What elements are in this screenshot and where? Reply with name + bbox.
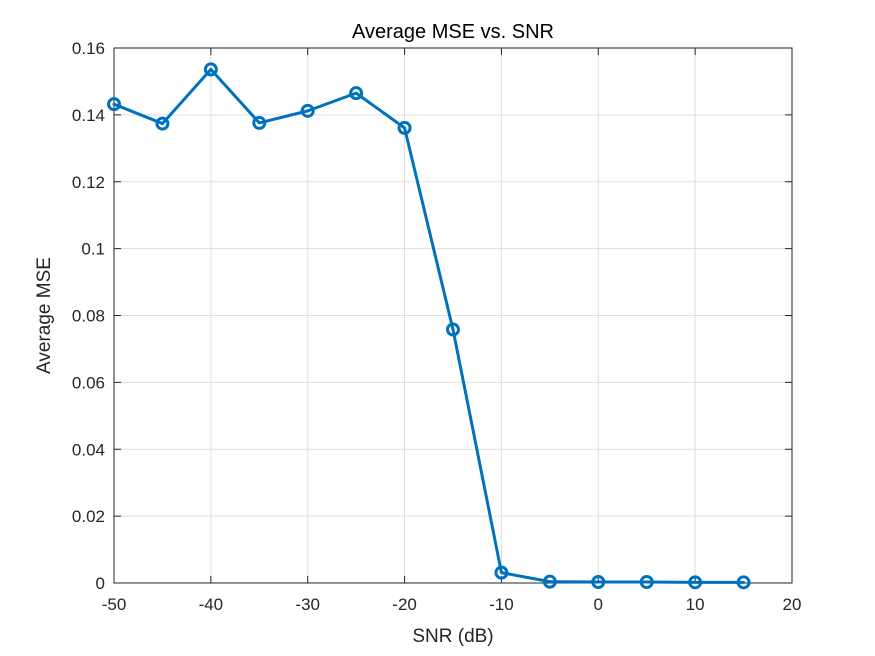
x-tick-label: -30: [295, 595, 320, 614]
chart-title: Average MSE vs. SNR: [352, 21, 554, 43]
y-tick-label: 0.02: [72, 507, 105, 526]
data-point-marker: [542, 574, 557, 589]
grid-lines: [113, 47, 793, 584]
y-axis-title: Average MSE: [34, 257, 55, 374]
data-point-marker: [349, 86, 364, 101]
x-axis-title: SNR (dB): [412, 626, 493, 647]
x-tick-label: 10: [686, 595, 705, 614]
x-tick-label: -40: [199, 595, 224, 614]
data-point-marker: [736, 575, 751, 590]
x-tick-label: -10: [489, 595, 514, 614]
data-point-marker: [591, 574, 606, 589]
series-line: [112, 67, 746, 584]
tick-labels: -50 -40 -30 -20 -10 0 10 20 0 0.02 0.04 0.06 0.08 0.1…: [72, 39, 802, 614]
y-tick-label: 0.16: [72, 39, 105, 58]
data-point-marker: [639, 574, 654, 589]
y-tick-label: 0.14: [72, 106, 105, 125]
data-point-marker: [446, 322, 460, 337]
y-tick-label: 0.08: [72, 307, 105, 326]
x-tick-label: -20: [392, 595, 417, 614]
data-point-marker: [397, 120, 412, 135]
data-point-marker: [155, 116, 170, 131]
data-point-marker: [107, 97, 121, 112]
data-point-marker: [494, 565, 509, 580]
x-tick-label: -50: [102, 595, 127, 614]
data-point-marker: [688, 575, 703, 590]
y-tick-label: 0: [96, 574, 105, 593]
y-tick-label: 0.12: [72, 173, 105, 192]
y-tick-label: 0.04: [72, 440, 105, 459]
x-tick-label: 20: [783, 595, 802, 614]
y-tick-label: 0.06: [72, 373, 105, 392]
data-point-marker: [300, 103, 315, 118]
data-point-marker: [203, 62, 218, 77]
data-point-marker: [252, 115, 267, 130]
x-tick-label: 0: [594, 595, 603, 614]
y-tick-label: 0.1: [81, 240, 105, 259]
data-series: [107, 62, 751, 590]
